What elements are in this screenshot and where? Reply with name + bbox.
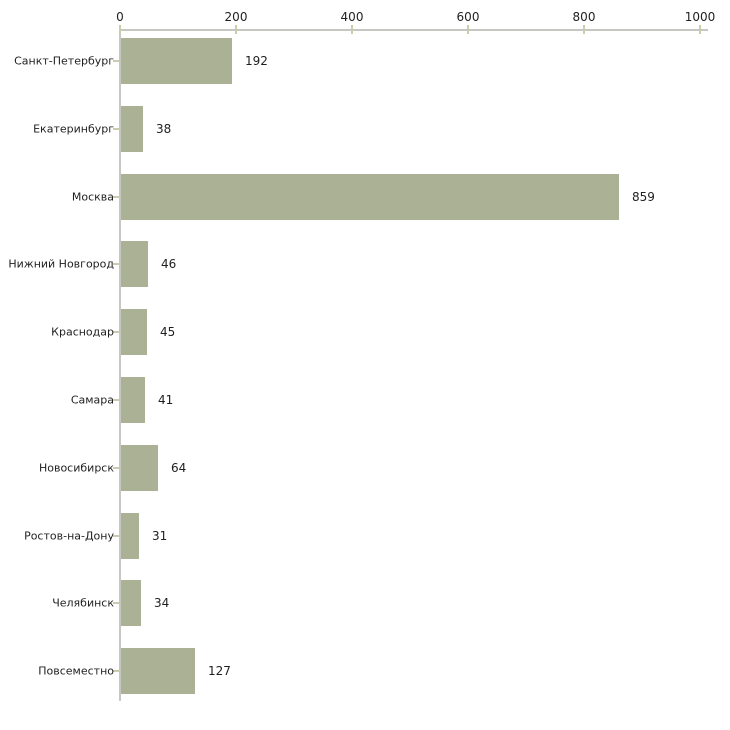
bar — [121, 38, 232, 84]
y-axis-line — [119, 30, 121, 701]
category-tick-mark — [113, 534, 119, 537]
value-label: 859 — [632, 189, 655, 204]
category-tick-mark — [113, 602, 119, 605]
value-label: 38 — [156, 121, 172, 136]
value-label: 34 — [154, 596, 170, 611]
x-axis-line — [119, 29, 708, 31]
category-label: Екатеринбург — [33, 122, 114, 136]
category-label: Краснодар — [51, 325, 114, 339]
category-tick-mark — [113, 331, 119, 334]
value-label: 192 — [245, 54, 268, 68]
category-tick-mark — [113, 466, 119, 469]
value-label: 45 — [160, 325, 176, 340]
x-axis-tick-label: 600 — [456, 10, 480, 24]
bar — [121, 444, 158, 491]
category-label: Новосибирск — [38, 461, 114, 475]
value-label: 127 — [208, 664, 231, 679]
category-label: Самара — [70, 393, 114, 407]
x-axis-tick — [467, 25, 469, 34]
x-axis-tick-label: 400 — [340, 10, 364, 24]
category-label: Повсеместно — [38, 664, 114, 678]
x-axis-tick — [699, 25, 701, 34]
category-tick-mark — [113, 127, 119, 130]
bar — [121, 105, 143, 152]
x-axis-tick-label: 200 — [224, 10, 248, 24]
value-label: 46 — [161, 257, 177, 272]
category-tick-mark — [113, 195, 119, 198]
x-axis-tick — [235, 25, 237, 34]
category-label: Челябинск — [52, 596, 114, 610]
x-axis-tick-label: 1000 — [684, 10, 716, 24]
category-tick-mark — [113, 60, 119, 62]
value-label: 41 — [158, 393, 174, 407]
category-label: Москва — [71, 190, 114, 204]
bar — [121, 241, 148, 288]
bar — [121, 173, 619, 220]
x-axis-tick-label: 0 — [116, 10, 124, 24]
category-tick-mark — [113, 399, 119, 401]
x-axis-tick-label: 800 — [572, 10, 596, 24]
bar — [121, 377, 145, 423]
x-axis-tick — [351, 25, 353, 34]
value-label: 31 — [152, 528, 168, 543]
category-tick-mark — [113, 670, 119, 673]
category-label: Нижний Новгород — [8, 257, 114, 271]
bar — [121, 512, 139, 559]
category-label: Ростов-на-Дону — [24, 529, 114, 543]
category-label: Санкт-Петербург — [14, 54, 114, 68]
x-axis-tick — [583, 25, 585, 34]
bar — [121, 309, 147, 356]
value-label: 64 — [171, 460, 187, 475]
bar — [121, 648, 195, 695]
x-axis-tick — [119, 25, 121, 34]
bar — [121, 580, 141, 627]
category-tick-mark — [113, 263, 119, 266]
